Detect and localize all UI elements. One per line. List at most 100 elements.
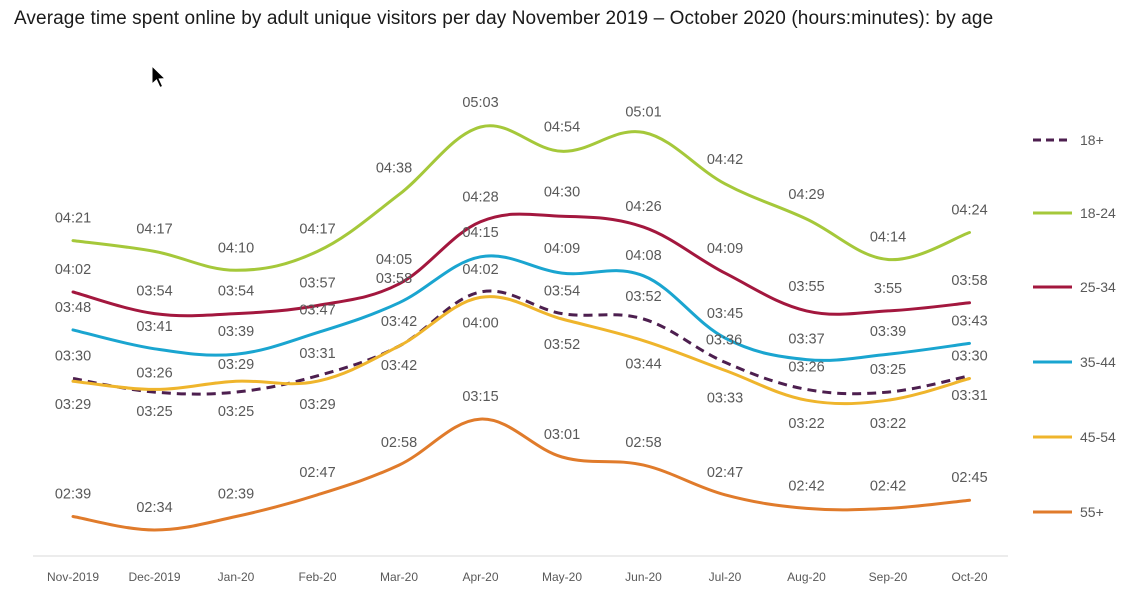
x-tick-label: Sep-20 (869, 570, 908, 584)
x-tick-label: Jun-20 (625, 570, 662, 584)
data-label: 03:29 (299, 397, 335, 413)
legend-label: 35-44 (1080, 354, 1116, 370)
data-label: 03:42 (381, 358, 417, 374)
mouse-pointer-icon (151, 64, 167, 89)
data-label: 03:22 (870, 416, 906, 432)
data-label: 3:55 (874, 281, 902, 297)
chart-title: Average time spent online by adult uniqu… (14, 8, 994, 29)
data-label: 03:52 (544, 337, 580, 353)
legend-label: 18+ (1080, 132, 1104, 148)
data-label: 03:31 (299, 346, 335, 362)
data-label: 04:09 (544, 241, 580, 257)
data-label: 03:48 (55, 300, 91, 316)
data-label: 03:26 (788, 359, 824, 375)
legend-label: 18-24 (1080, 205, 1116, 221)
data-label: 04:29 (788, 187, 824, 203)
data-label: 02:47 (299, 465, 335, 481)
data-label: 02:45 (951, 470, 987, 486)
x-tick-label: Jan-20 (218, 570, 255, 584)
x-tick-label: Jul-20 (709, 570, 742, 584)
series-line-25-34 (71, 212, 971, 318)
data-label: 04:17 (136, 221, 172, 237)
data-label: 04:30 (544, 184, 580, 200)
data-label: 04:17 (299, 221, 335, 237)
data-label: 04:05 (376, 252, 412, 268)
data-label: 04:38 (376, 161, 412, 177)
x-tick-label: Aug-20 (787, 570, 826, 584)
series-line-35-44 (71, 254, 971, 362)
axis-layer: Nov-2019 Dec-2019 Jan-20 Feb-20 Mar-20 Apr-20… (33, 555, 1008, 584)
data-label: 04:24 (951, 202, 987, 218)
data-label: 03:36 (706, 332, 742, 348)
data-label: 03:30 (55, 349, 91, 365)
x-tick-label: Dec-2019 (128, 570, 180, 584)
data-label: 04:28 (462, 190, 498, 206)
data-label: 03:01 (544, 427, 580, 443)
data-label: 04:02 (462, 262, 498, 278)
data-label: 03:25 (870, 362, 906, 378)
data-label: 03:44 (625, 357, 661, 373)
data-label: 03:26 (136, 365, 172, 381)
data-label: 03:43 (951, 313, 987, 329)
data-label: 03:25 (218, 404, 254, 420)
data-label: 02:34 (136, 500, 172, 516)
data-label: 03:29 (55, 397, 91, 413)
data-label: 03:52 (625, 289, 661, 305)
data-label: 03:58 (951, 273, 987, 289)
data-label: 04:21 (55, 211, 91, 227)
data-label: 03:47 (299, 303, 335, 319)
x-tick-label: Feb-20 (298, 570, 336, 584)
data-label: 03:54 (218, 284, 254, 300)
data-label: 04:26 (625, 199, 661, 215)
data-label: 02:42 (870, 478, 906, 494)
data-label: 02:47 (707, 465, 743, 481)
data-label: 04:09 (707, 241, 743, 257)
legend: 18+ 18-24 25-34 35-44 45-54 55+ (1033, 132, 1116, 520)
data-label: 03:58 (376, 271, 412, 287)
x-tick-label: Nov-2019 (47, 570, 99, 584)
x-tick-label: Apr-20 (462, 570, 498, 584)
data-label: 04:02 (55, 262, 91, 278)
data-label: 03:57 (299, 276, 335, 292)
series-line-18-24 (71, 124, 971, 272)
data-label: 02:58 (625, 435, 661, 451)
data-label: 03:39 (870, 324, 906, 340)
data-label: 03:33 (707, 390, 743, 406)
data-label: 04:42 (707, 152, 743, 168)
data-label: 02:39 (218, 486, 254, 502)
data-label: 03:42 (381, 314, 417, 330)
data-label: 03:55 (788, 279, 824, 295)
data-label: 04:15 (462, 225, 498, 241)
x-tick-label: Mar-20 (380, 570, 418, 584)
x-tick-label: May-20 (542, 570, 582, 584)
legend-label: 45-54 (1080, 429, 1116, 445)
data-label: 04:00 (462, 315, 498, 331)
data-label: 02:42 (788, 478, 824, 494)
data-label: 03:54 (136, 284, 172, 300)
legend-label: 25-34 (1080, 279, 1116, 295)
x-tick-label: Oct-20 (951, 570, 987, 584)
lines-layer (71, 124, 971, 532)
data-label: 05:01 (625, 104, 661, 120)
data-label: 03:39 (218, 324, 254, 340)
data-label: 04:10 (218, 240, 254, 256)
data-label: 02:39 (55, 486, 91, 502)
data-label: 02:58 (381, 435, 417, 451)
data-label: 05:03 (462, 95, 498, 111)
data-label: 03:31 (951, 388, 987, 404)
data-label: 03:45 (707, 306, 743, 322)
series-line-45-54 (71, 295, 971, 406)
data-label: 03:22 (788, 416, 824, 432)
data-labels-layer: 03:30 03:25 03:25 03:31 03:42 04:02 03:54 03:52… (55, 95, 988, 516)
series-line-55+ (71, 417, 971, 532)
data-label: 03:29 (218, 357, 254, 373)
data-label: 04:54 (544, 119, 580, 135)
data-label: 04:14 (870, 230, 906, 246)
data-label: 03:41 (136, 319, 172, 335)
data-label: 03:25 (136, 404, 172, 420)
data-label: 04:08 (625, 248, 661, 264)
legend-label: 55+ (1080, 504, 1104, 520)
data-label: 03:37 (788, 332, 824, 348)
data-label: 03:30 (951, 349, 987, 365)
